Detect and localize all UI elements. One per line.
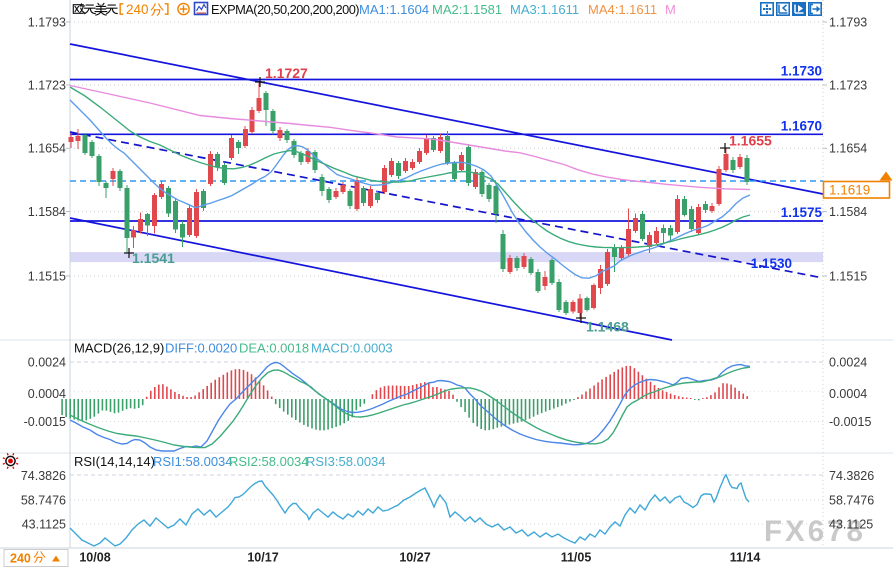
svg-text:1.1515: 1.1515	[28, 269, 66, 283]
svg-text:11/05: 11/05	[561, 551, 592, 565]
svg-text:1.1655: 1.1655	[729, 133, 772, 149]
svg-text:MA2:1.1581: MA2:1.1581	[432, 2, 502, 17]
svg-text:FX678: FX678	[764, 515, 866, 548]
svg-text:58.7476: 58.7476	[21, 493, 66, 507]
svg-text:MA4:1.1611: MA4:1.1611	[588, 2, 657, 17]
svg-text:74.3826: 74.3826	[829, 469, 874, 483]
svg-text:MACD(26,12,9): MACD(26,12,9)	[74, 341, 164, 356]
svg-text:RSI2:58.0034: RSI2:58.0034	[229, 454, 309, 469]
svg-text:1.1654: 1.1654	[829, 142, 867, 156]
svg-text:43.1125: 43.1125	[22, 517, 66, 531]
svg-text:240: 240	[10, 552, 31, 566]
svg-text:74.3826: 74.3826	[21, 469, 66, 483]
svg-text:11/14: 11/14	[730, 551, 761, 565]
svg-text:RSI1:58.0034: RSI1:58.0034	[153, 454, 233, 469]
svg-text:0.0004: 0.0004	[28, 387, 66, 401]
svg-text:1.1730: 1.1730	[781, 64, 822, 79]
svg-text:1.1541: 1.1541	[132, 250, 175, 266]
svg-text:1.1654: 1.1654	[28, 142, 66, 156]
svg-text:1.1468: 1.1468	[586, 319, 629, 335]
svg-text:0.0024: 0.0024	[28, 355, 66, 369]
svg-text:0.0024: 0.0024	[829, 355, 867, 369]
svg-text:240: 240	[126, 2, 149, 17]
svg-text:1.1723: 1.1723	[28, 78, 66, 92]
svg-text:RSI3:58.0034: RSI3:58.0034	[306, 454, 386, 469]
svg-text:M: M	[665, 2, 676, 17]
svg-text:MACD:0.0003: MACD:0.0003	[311, 341, 393, 356]
svg-text:MA1:1.1604: MA1:1.1604	[359, 2, 429, 17]
svg-text:DIFF:0.0020: DIFF:0.0020	[165, 341, 237, 356]
svg-text:1.1727: 1.1727	[265, 65, 308, 81]
svg-text:1.1793: 1.1793	[28, 15, 66, 29]
svg-text:-0.0015: -0.0015	[829, 415, 871, 429]
svg-text:RSI(14,14,14): RSI(14,14,14)	[74, 454, 155, 469]
svg-text:1.1670: 1.1670	[781, 119, 822, 134]
svg-text:10/27: 10/27	[399, 551, 430, 565]
svg-text:58.7476: 58.7476	[829, 493, 874, 507]
svg-text:MA3:1.1611: MA3:1.1611	[510, 2, 579, 17]
svg-text:1.1584: 1.1584	[28, 205, 66, 219]
svg-text:1.1575: 1.1575	[781, 205, 823, 220]
svg-text:1.1515: 1.1515	[829, 269, 867, 283]
svg-text:1.1584: 1.1584	[829, 205, 867, 219]
svg-text:43.1125: 43.1125	[829, 517, 873, 531]
svg-text:1.1793: 1.1793	[829, 15, 867, 29]
svg-text:EXPMA(20,50,200,200,200): EXPMA(20,50,200,200,200)	[211, 2, 359, 17]
svg-text:10/17: 10/17	[247, 551, 278, 565]
svg-text:0.0004: 0.0004	[829, 387, 867, 401]
svg-text:10/08: 10/08	[79, 551, 110, 565]
svg-text:-0.0015: -0.0015	[24, 415, 66, 429]
svg-text:1.1530: 1.1530	[751, 256, 792, 271]
svg-text:1.1619: 1.1619	[829, 183, 870, 198]
svg-text:1.1723: 1.1723	[829, 78, 867, 92]
svg-text:DEA:0.0018: DEA:0.0018	[239, 341, 309, 356]
